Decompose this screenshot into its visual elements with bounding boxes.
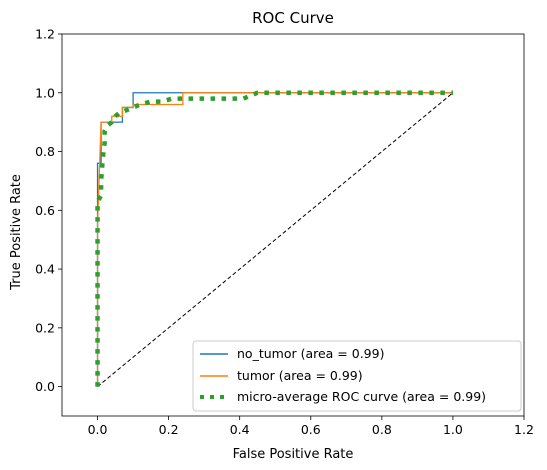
y-tick-label: 0.0 <box>35 379 55 394</box>
legend-label-tumor: tumor (area = 0.99) <box>237 368 363 383</box>
y-tick-label: 0.2 <box>35 320 55 335</box>
y-tick-label: 1.2 <box>35 27 55 42</box>
y-tick-label: 0.8 <box>35 144 55 159</box>
x-tick-label: 1.0 <box>443 422 463 437</box>
y-tick-label: 0.6 <box>35 203 55 218</box>
x-tick-label: 0.2 <box>159 422 179 437</box>
chance-diagonal-line <box>97 92 454 388</box>
axes-frame <box>61 33 525 417</box>
x-tick-label: 0.6 <box>301 422 321 437</box>
roc-line-micro-average <box>95 90 453 387</box>
y-axis-label: True Positive Rate <box>9 174 24 291</box>
plot-area: 0.0 0.2 0.4 0.6 0.8 1.0 1.2 0.0 0.2 0.4 0.6 0.8 1.0 1… <box>35 27 534 438</box>
chart-title: ROC Curve <box>252 9 334 27</box>
x-tick-label: 1.2 <box>514 422 534 437</box>
legend-label-no-tumor: no_tumor (area = 0.99) <box>237 346 384 361</box>
x-tick-label: 0.0 <box>88 422 108 437</box>
y-tick-label: 1.0 <box>35 85 55 100</box>
legend: no_tumor (area = 0.99) tumor (area = 0.9… <box>192 340 522 412</box>
x-axis-label: False Positive Rate <box>233 447 354 462</box>
x-tick-label: 0.8 <box>372 422 392 437</box>
legend-frame <box>192 340 522 412</box>
y-tick-label: 0.4 <box>35 262 55 277</box>
x-tick-label: 0.4 <box>230 422 250 437</box>
legend-label-micro-average: micro-average ROC curve (area = 0.99) <box>237 389 486 404</box>
